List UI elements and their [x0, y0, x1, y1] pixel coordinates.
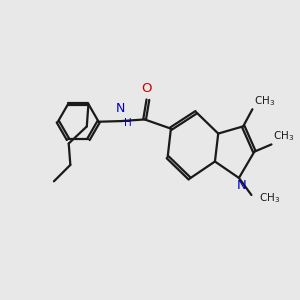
Text: CH$_3$: CH$_3$	[259, 191, 280, 205]
Text: H: H	[124, 118, 132, 128]
Text: N: N	[116, 102, 125, 115]
Text: O: O	[141, 82, 152, 95]
Text: N: N	[237, 179, 246, 192]
Text: CH$_3$: CH$_3$	[254, 94, 275, 108]
Text: CH$_3$: CH$_3$	[273, 129, 294, 143]
